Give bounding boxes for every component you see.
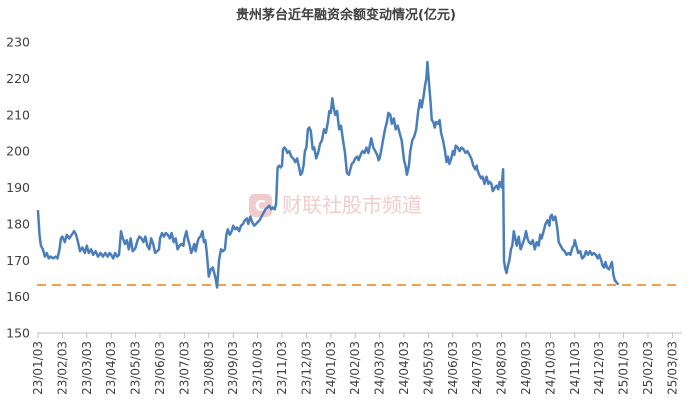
x-tick-label: 25/02/03 (641, 341, 655, 395)
x-tick-label: 24/02/03 (348, 341, 362, 395)
y-tick-label: 180 (6, 216, 30, 231)
x-tick-label: 23/11/03 (275, 341, 289, 395)
x-tick-label: 24/11/03 (568, 341, 582, 395)
x-tick-label: 23/02/03 (55, 341, 69, 395)
x-tick-label: 24/04/03 (397, 341, 411, 395)
x-tick-label: 24/01/03 (324, 341, 338, 395)
x-tick-label: 23/05/03 (129, 341, 143, 395)
y-tick-label: 170 (6, 253, 30, 268)
x-tick-label: 23/12/03 (299, 341, 313, 395)
y-tick-label: 190 (6, 180, 30, 195)
y-tick-label: 160 (6, 289, 30, 304)
series-line (36, 60, 619, 289)
x-tick-label: 25/03/03 (665, 341, 679, 395)
axes (37, 332, 682, 338)
x-tick-label: 25/01/03 (617, 341, 631, 395)
x-axis: 23/01/03 23/02/03 23/03/03 23/04/03 23/05/03… (31, 341, 679, 395)
x-tick-label: 24/10/03 (543, 341, 557, 395)
chart-title: 贵州茅台近年融资余额变动情况(亿元) (236, 7, 456, 23)
x-tick-label: 24/07/03 (470, 341, 484, 395)
x-tick-label: 23/04/03 (104, 341, 118, 395)
y-tick-label: 220 (6, 71, 30, 86)
x-tick-label: 23/10/03 (251, 341, 265, 395)
series-group (36, 60, 619, 289)
x-tick-label: 24/12/03 (592, 341, 606, 395)
x-tick-label: 23/09/03 (226, 341, 240, 395)
x-tick-label: 24/03/03 (373, 341, 387, 395)
watermark-logo-icon: C (249, 194, 272, 217)
x-tick-label: 24/08/03 (495, 341, 509, 395)
y-tick-label: 200 (6, 144, 30, 159)
x-tick-label: 24/06/03 (446, 341, 460, 395)
x-tick-label: 23/08/03 (202, 341, 216, 395)
y-tick-label: 230 (6, 35, 30, 50)
x-tick-label: 24/09/03 (519, 341, 533, 395)
y-axis: 150 160 170 180 190 200 210 220 230 (6, 35, 30, 341)
x-tick-label: 23/03/03 (80, 341, 94, 395)
svg-text:C: C (255, 197, 266, 215)
x-tick-label: 23/06/03 (153, 341, 167, 395)
x-tick-label: 23/07/03 (177, 341, 191, 395)
y-tick-label: 210 (6, 107, 30, 122)
y-tick-label: 150 (6, 326, 30, 341)
x-tick-label: 23/01/03 (31, 341, 45, 395)
x-tick-label: 24/05/03 (421, 341, 435, 395)
watermark: 财联社股市频道 (282, 193, 422, 217)
